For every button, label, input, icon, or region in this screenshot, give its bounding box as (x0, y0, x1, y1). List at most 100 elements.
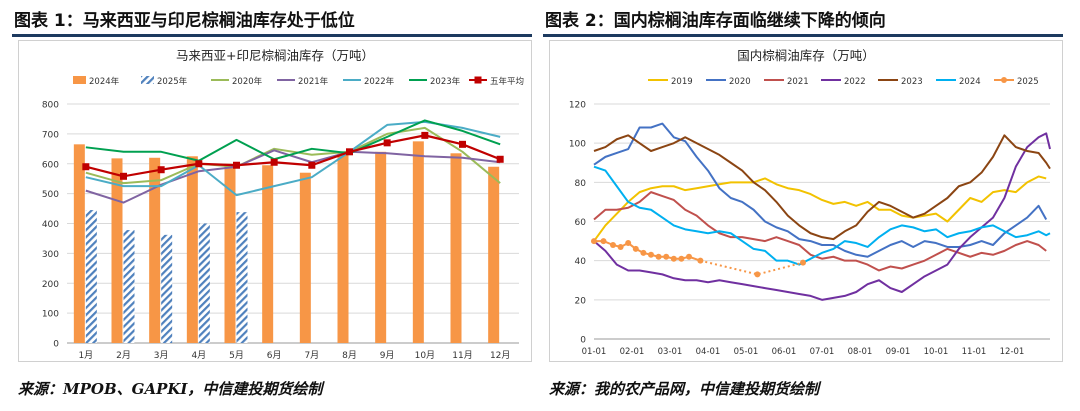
figure-2-heading: 图表 2：国内棕榈油库存面临继续下降的倾向 (545, 11, 886, 31)
chart-2-legend-label: 2023 (901, 77, 923, 87)
chart-1-frame: 马来西亚+印尼棕榈油库存（万吨） 0 100 200 300 400 500 600 700 80… (18, 40, 532, 362)
chart-1-y-tick-label: 200 (42, 280, 59, 290)
figure-1-heading: 图表 1：马来西亚与印尼棕榈油库存处于低位 (14, 11, 355, 31)
chart-2-point (625, 240, 632, 247)
chart-1-bar (161, 234, 173, 343)
chart-2-title: 国内棕榈油库存（万吨） (737, 48, 875, 63)
chart-2-x-tick-label: 11-01 (962, 347, 987, 357)
chart-2-point (678, 255, 685, 262)
chart-2: 国内棕榈油库存（万吨） 0 20 40 60 80 100 120 01-01 02-01 03-0… (569, 48, 1051, 357)
chart-2-legend-label: 2022 (844, 77, 866, 87)
chart-1-point (82, 163, 90, 171)
chart-1-x-tick-label: 2月 (116, 350, 131, 361)
chart-1-x-tick-label: 1月 (78, 350, 93, 361)
chart-1-legend-label: 2025年 (157, 76, 188, 87)
chart-2-x-tick-label: 09-01 (886, 347, 911, 357)
chart-2-x-tick-label: 10-01 (924, 347, 949, 357)
chart-2-y-tick-label: 80 (575, 179, 587, 189)
chart-1-bar (123, 230, 135, 343)
chart-1-bar (450, 153, 462, 343)
chart-2-legend-label: 2019 (671, 77, 693, 87)
chart-2-legend-label: 2025 (1017, 77, 1039, 87)
chart-1-x-tick-label: 6月 (267, 350, 282, 361)
chart-1-point (195, 160, 203, 168)
chart-1-y-tick-label: 100 (42, 310, 59, 320)
chart-1-x-tick-label: 3月 (154, 350, 169, 361)
chart-1: 马来西亚+印尼棕榈油库存（万吨） 0 100 200 300 400 500 600 700 80… (42, 48, 524, 361)
chart-2-x-tick-label: 02-01 (620, 347, 645, 357)
chart-2-series-line-dotted (700, 259, 804, 276)
chart-2-point (600, 238, 607, 245)
chart-1-bar (236, 212, 248, 343)
chart-1-point (496, 155, 504, 163)
chart-2-point (617, 243, 624, 250)
chart-2-point (655, 253, 662, 260)
chart-1-bar (337, 151, 349, 343)
chart-1-x-tick-label: 8月 (342, 350, 357, 361)
chart-1-legend-marker (474, 76, 482, 84)
chart-2-x-tick-label: 06-01 (772, 347, 797, 357)
chart-1-bar (186, 156, 198, 343)
chart-1-point (383, 139, 391, 147)
chart-1-point (459, 140, 466, 148)
chart-2-series-line (593, 175, 1047, 242)
chart-2-point (610, 242, 616, 248)
figure-1-rule (12, 34, 532, 37)
chart-1-point (157, 166, 165, 174)
chart-1-legend-label: 2023年 (430, 76, 461, 87)
chart-1-bar (262, 165, 274, 343)
chart-1-legend-swatch (141, 76, 154, 84)
chart-1-legend-label: 2022年 (364, 76, 395, 87)
chart-1-x-tick-label: 11月 (452, 350, 472, 361)
chart-1-y-tick-label: 700 (42, 130, 59, 140)
chart-1-x-tick-label: 9月 (380, 350, 395, 361)
chart-1-x-tick-label: 10月 (415, 350, 435, 361)
chart-2-x-tick-label: 04-01 (696, 347, 721, 357)
chart-2-x-tick-label: 01-01 (582, 347, 607, 357)
chart-1-bar (488, 166, 500, 343)
chart-1-point (308, 161, 316, 169)
figure-2-rule (543, 34, 1063, 37)
chart-2-point (648, 251, 654, 258)
chart-1-bar (224, 163, 236, 343)
figure-1-source: 来源：MPOB、GAPKI，中信建投期货绘制 (18, 380, 323, 398)
chart-2-point (670, 255, 677, 262)
chart-2-legend-label: 2020 (729, 77, 751, 87)
chart-1-bar (412, 141, 424, 343)
chart-2-legend-label: 2024 (959, 77, 981, 87)
chart-1-bar (111, 158, 123, 343)
chart-2-x-tick-label: 05-01 (734, 347, 759, 357)
chart-2-y-tick-label: 120 (569, 101, 586, 111)
chart-1-legend-label: 2020年 (232, 76, 263, 87)
chart-1-bar (375, 151, 387, 343)
figure-1-panel: 图表 1：马来西亚与印尼棕榈油库存处于低位 马来西亚+印尼棕榈油库存（万吨） 0 1… (12, 0, 537, 411)
chart-1-series-line (85, 120, 501, 197)
chart-2-point (640, 249, 647, 256)
chart-2-y-tick-label: 0 (580, 336, 586, 346)
chart-2-point (632, 245, 639, 252)
chart-1-point (120, 172, 127, 180)
chart-2-y-tick-label: 40 (575, 257, 587, 267)
chart-2-y-tick-label: 20 (575, 296, 587, 306)
chart-2-y-tick-label: 60 (575, 218, 587, 228)
chart-2-series-line (593, 191, 1047, 272)
chart-2-point (663, 253, 670, 260)
chart-2-x-tick-label: 12-01 (1000, 347, 1025, 357)
chart-2-y-tick-label: 100 (569, 140, 586, 150)
chart-1-y-tick-label: 300 (42, 250, 59, 260)
chart-2-x-tick-label: 08-01 (848, 347, 873, 357)
chart-1-series-line (85, 119, 501, 162)
chart-1-bar (73, 144, 85, 343)
chart-1-legend-label: 2021年 (298, 76, 329, 87)
chart-2-series-line (593, 132, 1051, 301)
chart-2-series-line (593, 165, 1051, 266)
chart-2-legend-marker (1001, 77, 1007, 83)
chart-1-y-tick-label: 400 (42, 220, 59, 230)
chart-1-title: 马来西亚+印尼棕榈油库存（万吨） (176, 48, 374, 63)
chart-2-point (697, 257, 704, 264)
chart-1-x-tick-label: 12月 (490, 350, 510, 361)
chart-2-x-tick-label: 03-01 (658, 347, 683, 357)
chart-1-bar (85, 210, 97, 343)
chart-2-x-tick-label: 07-01 (810, 347, 835, 357)
figure-2-source: 来源：我的农产品网，中信建投期货绘制 (549, 380, 820, 398)
